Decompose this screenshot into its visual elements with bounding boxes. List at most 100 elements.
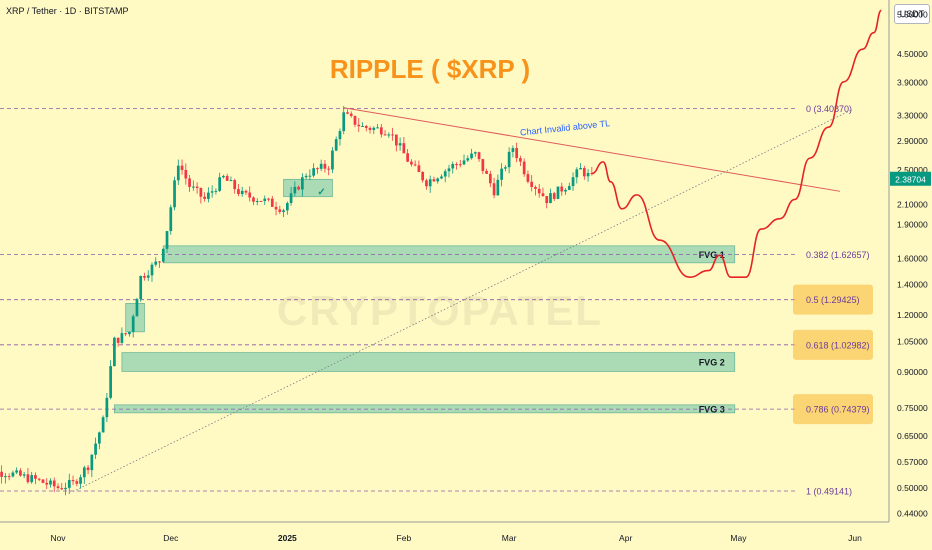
- y-tick-label: 5.50000: [897, 9, 928, 19]
- candle-body: [534, 187, 537, 189]
- candle-body: [263, 199, 266, 201]
- candle-body: [414, 164, 417, 165]
- candle-body: [113, 338, 116, 366]
- annotation-label: Chart Invalid above TL: [520, 118, 611, 137]
- candle-body: [87, 467, 90, 470]
- candle-body: [451, 164, 454, 168]
- candle-body: [350, 114, 353, 116]
- y-tick-label: 1.40000: [897, 280, 928, 290]
- candle-body: [45, 483, 48, 485]
- x-tick-label: Feb: [397, 533, 412, 543]
- candle-body: [361, 126, 364, 127]
- candle-body: [207, 193, 210, 199]
- candle-body: [515, 148, 518, 158]
- candle-body: [75, 481, 78, 484]
- candle-body: [290, 193, 293, 203]
- candle-body: [293, 187, 296, 193]
- candle-body: [252, 198, 255, 202]
- candle-body: [500, 169, 503, 180]
- y-tick-label: 1.60000: [897, 253, 928, 263]
- candle-body: [260, 201, 263, 202]
- candle-body: [4, 476, 7, 477]
- candle-body: [583, 168, 586, 176]
- candle-body: [90, 455, 93, 470]
- candle-body: [463, 160, 466, 164]
- candle-body: [425, 180, 428, 186]
- candle-body: [143, 276, 146, 278]
- candle-body: [470, 154, 473, 159]
- candle-body: [68, 480, 71, 488]
- candle-body: [406, 153, 409, 161]
- candle-body: [309, 176, 312, 177]
- candle-body: [324, 164, 327, 169]
- candle-body: [474, 152, 477, 153]
- candle-body: [440, 176, 443, 178]
- y-tick-label: 0.44000: [897, 508, 928, 518]
- candle-body: [512, 148, 515, 152]
- candle-body: [57, 486, 60, 488]
- y-tick-label: 2.10000: [897, 200, 928, 210]
- candle-body: [218, 177, 221, 191]
- candle-body: [203, 197, 206, 199]
- candle-body: [60, 488, 63, 489]
- candle-body: [564, 190, 567, 192]
- y-tick-label: 0.90000: [897, 367, 928, 377]
- candle-body: [136, 299, 139, 316]
- y-tick-label: 1.20000: [897, 310, 928, 320]
- candle-body: [38, 479, 41, 480]
- x-tick-label: Nov: [50, 533, 66, 543]
- x-tick-label: 2025: [278, 533, 297, 543]
- y-tick-label: 2.90000: [897, 136, 928, 146]
- candle-body: [139, 276, 142, 299]
- x-tick-label: Dec: [163, 533, 179, 543]
- x-tick-label: Mar: [502, 533, 517, 543]
- fvg-zone: [114, 405, 734, 413]
- candle-body: [173, 180, 176, 207]
- y-tick-label: 0.57000: [897, 457, 928, 467]
- candle-body: [342, 112, 345, 131]
- y-tick-label: 3.90000: [897, 77, 928, 87]
- candle-body: [327, 169, 330, 170]
- candle-body: [429, 179, 432, 186]
- candle-body: [542, 193, 545, 196]
- candle-body: [459, 164, 462, 165]
- projection-path: [592, 10, 881, 277]
- candle-body: [403, 143, 406, 153]
- last-price-label: 2.38704: [895, 174, 926, 184]
- candle-body: [384, 134, 387, 135]
- candle-body: [579, 168, 582, 169]
- candle-body: [376, 127, 379, 128]
- y-tick-label: 1.90000: [897, 219, 928, 229]
- candle-body: [94, 444, 97, 455]
- y-tick-label: 1.05000: [897, 336, 928, 346]
- candle-body: [549, 193, 552, 203]
- candle-body: [478, 152, 481, 159]
- candle-body: [147, 275, 150, 277]
- candle-body: [19, 470, 22, 475]
- candle-body: [365, 126, 368, 128]
- candle-body: [162, 249, 165, 262]
- candle-body: [49, 481, 52, 485]
- candle-body: [211, 191, 214, 192]
- candle-body: [109, 366, 112, 398]
- candle-body: [117, 338, 120, 343]
- candle-body: [508, 152, 511, 167]
- candle-body: [286, 203, 289, 210]
- candle-body: [248, 193, 251, 198]
- candle-body: [98, 432, 101, 443]
- y-tick-label: 0.75000: [897, 403, 928, 413]
- candle-body: [237, 189, 240, 194]
- candle-body: [151, 265, 154, 276]
- candle-body: [166, 231, 169, 249]
- candle-body: [215, 191, 218, 192]
- candle-body: [102, 417, 105, 432]
- candle-body: [369, 128, 372, 130]
- candle-body: [538, 189, 541, 193]
- candle-body: [128, 332, 131, 334]
- candle-body: [418, 165, 421, 172]
- watermark-text: CRYPTOPATEL: [277, 287, 603, 334]
- candle-body: [316, 168, 319, 169]
- candle-body: [433, 179, 436, 181]
- candle-body: [23, 474, 26, 475]
